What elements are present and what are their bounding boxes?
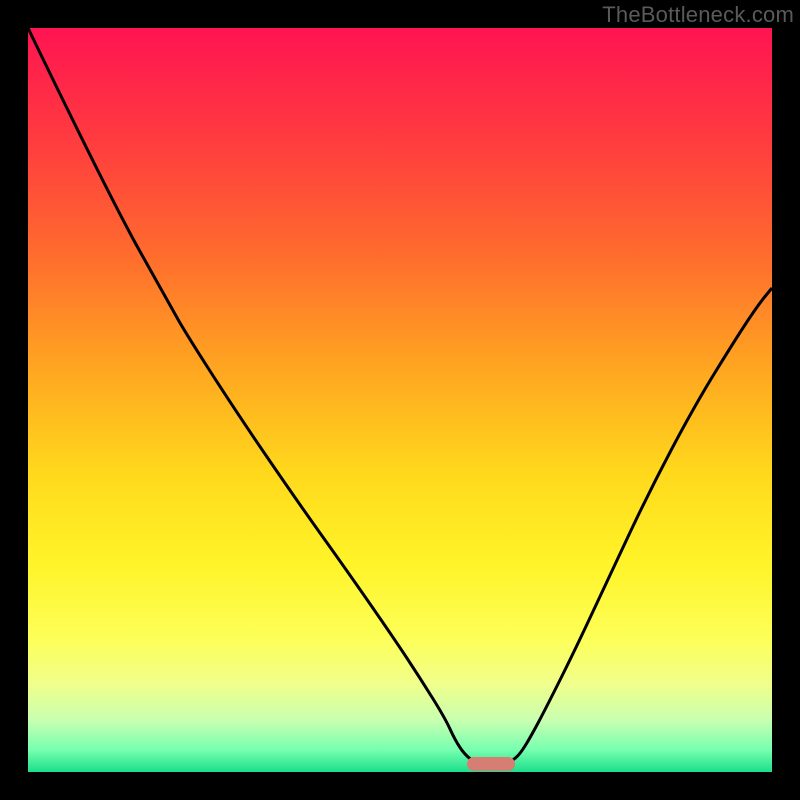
watermark-text: TheBottleneck.com — [602, 2, 794, 28]
bottleneck-curve — [0, 0, 800, 800]
chart-frame: TheBottleneck.com — [0, 0, 800, 800]
optimal-range-marker — [467, 757, 515, 771]
curve-path — [28, 28, 772, 765]
